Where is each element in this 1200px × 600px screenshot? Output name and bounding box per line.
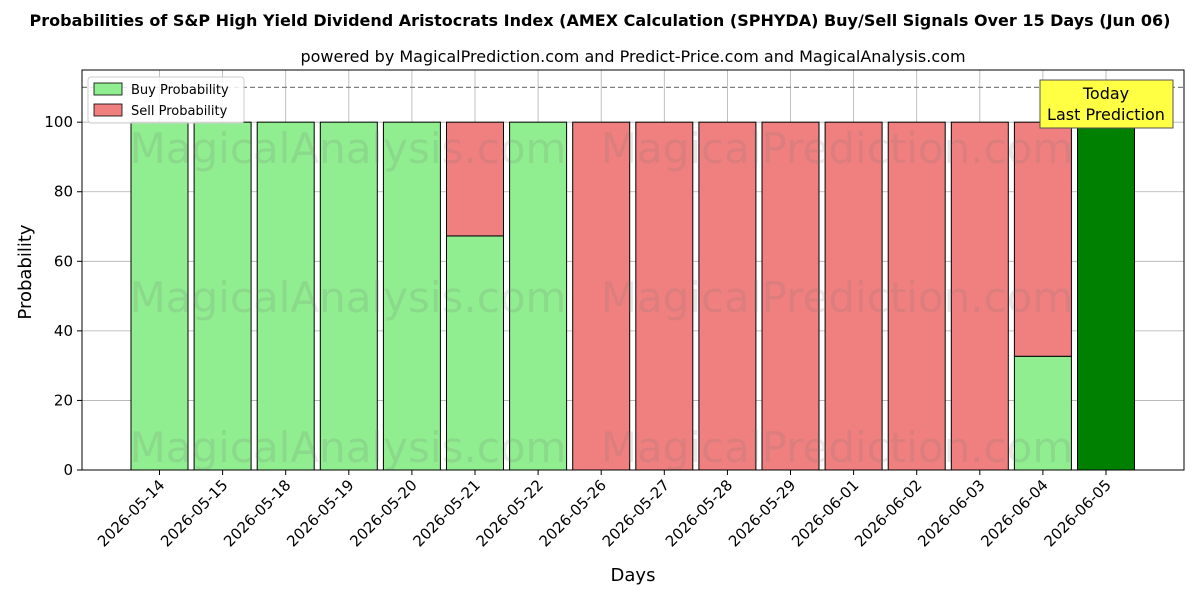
chart-subtitle: powered by MagicalPrediction.com and Pre… (300, 47, 965, 66)
x-tick-label: 2026-05-20 (346, 476, 420, 550)
x-tick-label: 2026-05-14 (94, 476, 168, 550)
legend-frame (87, 76, 245, 124)
sell-bar (824, 121, 883, 471)
sell-bar (887, 121, 946, 471)
watermark-right-bottom: MagicalPrediction.com (601, 423, 1074, 472)
x-tick-label: 2026-05-19 (283, 476, 357, 550)
x-tick-label: 2026-05-26 (536, 476, 610, 550)
x-tick-label: 2026-05-27 (599, 476, 673, 550)
y-tick-label: 40 (54, 322, 73, 340)
today-box (1039, 79, 1174, 129)
buy-bar (1013, 355, 1072, 471)
x-tick-label: 2026-05-15 (157, 476, 231, 550)
today-line1: Today (1082, 84, 1129, 103)
x-tick-label: 2026-05-29 (725, 476, 799, 550)
sell-bar (446, 121, 504, 237)
legend-buy-label: Buy Probability (131, 83, 229, 98)
legend-buy-swatch (93, 82, 123, 96)
x-tick-label: 2026-05-21 (409, 476, 483, 550)
buy-bar (256, 121, 315, 471)
today-annotation: Today Last Prediction (1039, 79, 1174, 129)
watermark-right-top: MagicalPrediction.com (601, 124, 1074, 173)
x-tick-label: 2026-06-04 (977, 476, 1051, 550)
bars-layer (130, 121, 1135, 471)
x-tick-label: 2026-06-03 (914, 476, 988, 550)
y-tick-label: 20 (54, 391, 73, 409)
x-tick-label: 2026-06-01 (788, 476, 862, 550)
x-tick-label: 2026-06-05 (1040, 476, 1114, 550)
legend-sell-label: Sell Probability (131, 104, 228, 119)
watermark-right-mid: MagicalPrediction.com (601, 273, 1074, 322)
today-line2: Last Prediction (1047, 105, 1165, 124)
buy-bar (509, 121, 568, 471)
sell-bar (761, 121, 820, 471)
y-tick-label: 0 (63, 461, 73, 479)
buy-bar (382, 121, 441, 471)
watermark-left-mid: MagicalAnalysis.com (130, 273, 567, 322)
buy-bar (319, 121, 378, 471)
x-axis-label: Days (611, 565, 656, 586)
buy-bar (446, 235, 504, 471)
buy-bar (1077, 121, 1135, 471)
x-tick-label: 2026-06-02 (851, 476, 925, 550)
legend-sell-swatch (93, 103, 123, 117)
plot-frame (81, 69, 1185, 471)
chart-title: Probabilities of S&P High Yield Dividend… (30, 11, 1171, 30)
y-tick-label: 100 (44, 113, 73, 131)
legend: Buy Probability Sell Probability (87, 76, 245, 124)
y-axis-label: Probability (15, 224, 36, 319)
sell-bar (950, 121, 1009, 471)
sell-bar (1013, 121, 1072, 357)
y-tick-label: 80 (54, 183, 73, 201)
x-tick-label: 2026-05-28 (662, 476, 736, 550)
sell-bar (572, 121, 631, 471)
x-tick-label: 2026-05-22 (473, 476, 547, 550)
sell-bar (635, 121, 694, 471)
x-tick-label: 2026-05-18 (220, 476, 294, 550)
y-tick-label: 60 (54, 252, 73, 270)
watermark-left-bottom: MagicalAnalysis.com (130, 423, 567, 472)
sell-bar (698, 121, 757, 471)
watermark-left-top: MagicalAnalysis.com (130, 124, 567, 173)
watermark-layer: MagicalAnalysis.com MagicalPrediction.co… (130, 124, 1074, 472)
